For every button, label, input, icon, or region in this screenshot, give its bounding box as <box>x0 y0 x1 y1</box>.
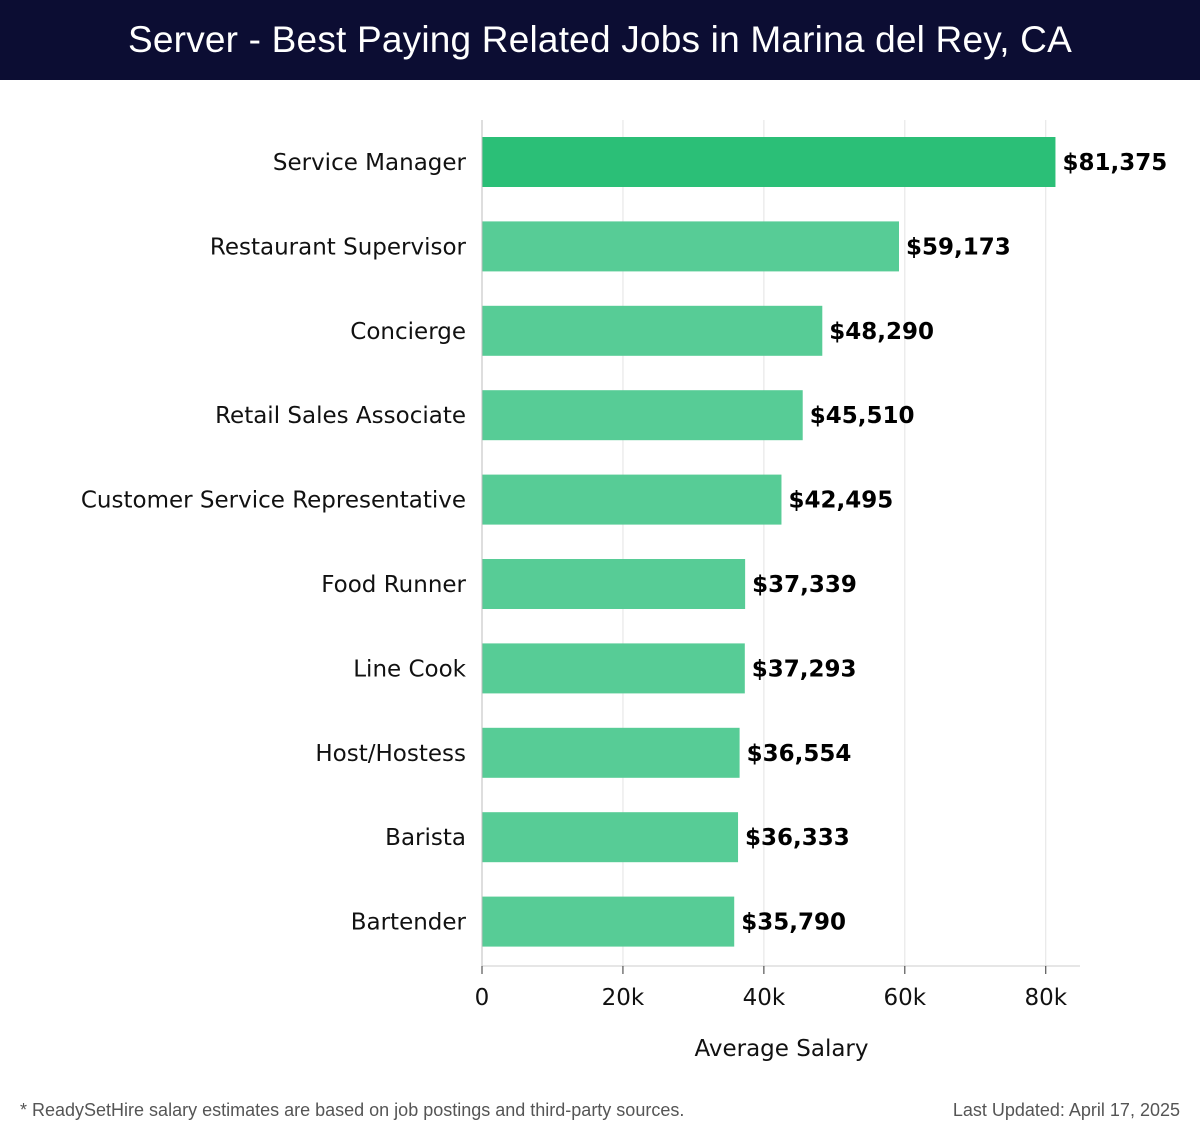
bar-chart: Service Manager $81,375 Restaurant Supervi… <box>81 120 1167 1062</box>
chart-header: Server - Best Paying Related Jobs in Mar… <box>0 0 1200 80</box>
bar <box>482 643 745 694</box>
bar <box>482 390 803 441</box>
x-tick-label: 60k <box>884 985 927 1011</box>
x-tick-label: 80k <box>1024 985 1067 1011</box>
bar <box>482 474 782 525</box>
value-label: $42,495 <box>788 488 893 514</box>
bar <box>482 137 1056 187</box>
value-label: $37,339 <box>752 572 857 598</box>
value-label: $35,790 <box>741 910 846 936</box>
value-label: $36,333 <box>745 825 850 851</box>
category-label: Host/Hostess <box>315 741 466 767</box>
value-label: $37,293 <box>752 656 857 682</box>
chart-title: Server - Best Paying Related Jobs in Mar… <box>128 19 1072 60</box>
bar <box>482 305 823 356</box>
category-label: Concierge <box>350 319 466 345</box>
category-label: Service Manager <box>273 150 467 176</box>
last-updated: Last Updated: April 17, 2025 <box>952 1100 1180 1120</box>
value-label: $36,554 <box>747 741 852 767</box>
bar <box>482 559 746 609</box>
category-label: Customer Service Representative <box>81 488 466 514</box>
category-label: Retail Sales Associate <box>215 403 466 429</box>
category-label: Bartender <box>351 910 467 936</box>
x-axis-label: Average Salary <box>694 1036 868 1062</box>
x-tick-label: 40k <box>743 985 786 1011</box>
category-label: Restaurant Supervisor <box>210 234 467 260</box>
x-tick-label: 20k <box>602 985 645 1011</box>
x-tick-label: 0 <box>475 985 490 1011</box>
bar <box>482 221 899 272</box>
bar <box>482 727 740 778</box>
value-label: $48,290 <box>829 319 934 345</box>
value-label: $59,173 <box>906 234 1011 260</box>
category-label: Line Cook <box>353 656 466 682</box>
footer-note: * ReadySetHire salary estimates are base… <box>20 1100 685 1120</box>
category-label: Barista <box>385 825 466 851</box>
category-label: Food Runner <box>321 572 466 598</box>
bar <box>482 896 735 947</box>
bar <box>482 812 739 863</box>
value-label: $45,510 <box>810 403 915 429</box>
value-label: $81,375 <box>1062 150 1167 176</box>
